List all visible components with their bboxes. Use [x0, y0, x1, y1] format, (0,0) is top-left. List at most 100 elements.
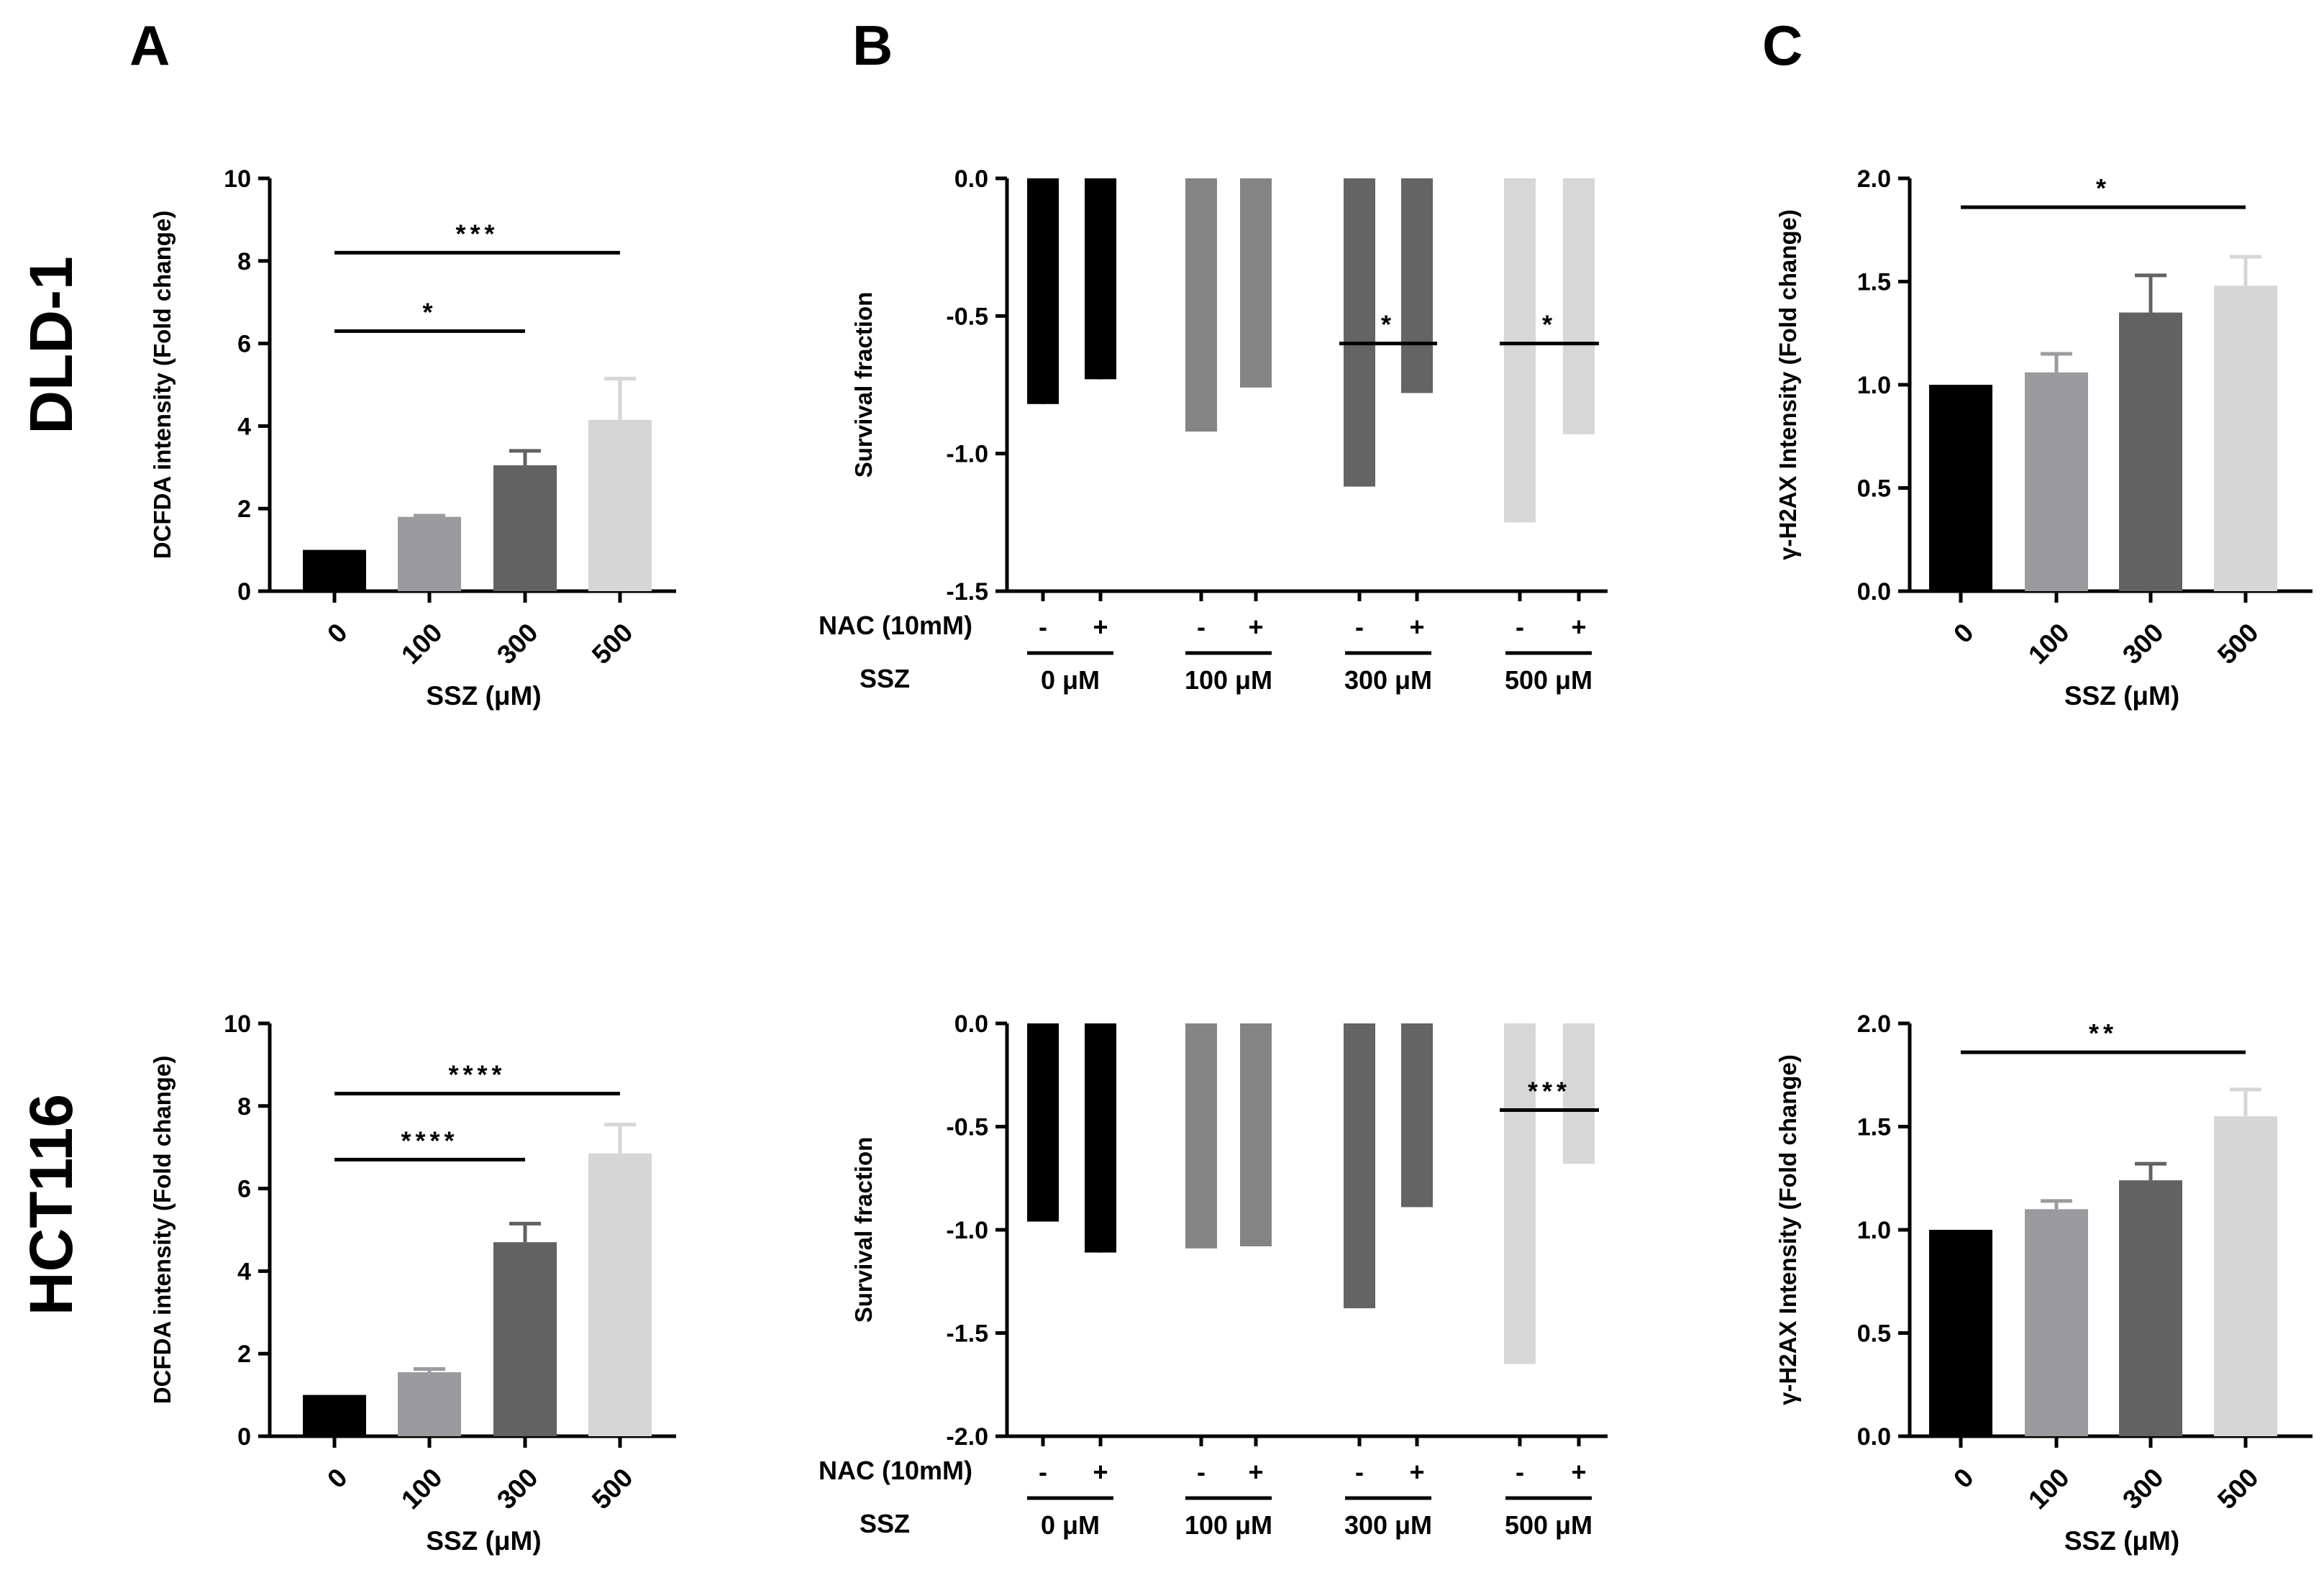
bar: [493, 465, 557, 591]
x-tick-label: 300: [2117, 1463, 2169, 1515]
y-tick-label: -1.0: [946, 1217, 988, 1244]
y-tick-label: 10: [224, 165, 251, 193]
x-axis-label: SSZ (μM): [426, 1526, 541, 1556]
significance-label: *: [422, 297, 437, 327]
bar: [398, 516, 461, 591]
bar: [303, 549, 366, 591]
bar: [588, 1153, 652, 1436]
bar: [1185, 1023, 1217, 1249]
y-axis-label: DCFDA intensity (Fold change): [149, 1056, 176, 1405]
x-tick-label: 300: [491, 618, 544, 670]
y-tick-label: 0.5: [1857, 1320, 1891, 1348]
x-tick-label: 300: [2117, 618, 2169, 670]
bar: [398, 1372, 461, 1436]
significance-label: ***: [455, 219, 498, 248]
bar: [2119, 312, 2182, 591]
nac-sign: -: [1197, 612, 1206, 642]
bar: [1401, 178, 1433, 393]
y-tick-label: -1.5: [946, 1320, 988, 1348]
ssz-group-label: 100 μM: [1185, 1510, 1272, 1540]
nac-sign: -: [1355, 1457, 1364, 1487]
y-tick-label: 4: [237, 1258, 251, 1285]
nac-sign: -: [1516, 1457, 1524, 1487]
nac-sign: -: [1516, 612, 1524, 642]
bar: [2025, 1209, 2088, 1436]
x-axis-label: SSZ (μM): [426, 681, 541, 711]
bar: [1185, 178, 1217, 432]
panel-label-b: B: [852, 14, 893, 77]
nac-row-label: NAC (10mM): [819, 1456, 972, 1485]
x-tick-label: 500: [2212, 618, 2264, 670]
y-tick-label: 8: [237, 248, 251, 275]
x-tick-label: 100: [2023, 618, 2075, 670]
bar: [1085, 178, 1116, 380]
y-tick-label: -1.5: [946, 578, 988, 606]
x-tick-label: 0: [322, 618, 353, 649]
significance-label: ****: [448, 1060, 506, 1090]
chart-hct116-h2ax: 0.0 0.5 1.0 1.5 2.0 γ-H2AX Intensity (Fold ch…: [1774, 1010, 2312, 1556]
x-tick-label: 0: [322, 1463, 353, 1494]
y-tick-label: 1.5: [1857, 269, 1891, 296]
x-tick-label: 100: [396, 1463, 448, 1515]
nac-sign: +: [1571, 1457, 1586, 1487]
chart-hct116-survival: 0.0 -0.5 -1.0 -1.5 -2.0 Survival fraction - + - +…: [819, 1010, 1608, 1540]
nac-sign: +: [1093, 612, 1108, 642]
bar: [493, 1242, 557, 1436]
y-tick-label: 10: [224, 1010, 251, 1038]
row-label-dld1: DLD-1: [17, 256, 85, 434]
significance-label: *: [1381, 310, 1395, 339]
bar: [1504, 178, 1536, 523]
bar: [1240, 1023, 1272, 1246]
nac-sign: +: [1409, 1457, 1424, 1487]
y-tick-label: 4: [237, 413, 251, 440]
x-tick-label: 100: [2023, 1463, 2075, 1515]
nac-sign: +: [1409, 612, 1424, 642]
bar: [2214, 1116, 2277, 1436]
bar: [1563, 178, 1595, 434]
y-tick-label: 0: [237, 1423, 251, 1451]
x-tick-label: 100: [396, 618, 448, 670]
nac-sign: -: [1197, 1457, 1206, 1487]
row-label-hct116: HCT116: [17, 1094, 85, 1315]
y-tick-label: 0.0: [954, 165, 988, 193]
ssz-group-label: 300 μM: [1344, 665, 1432, 695]
y-axis-label: Survival fraction: [850, 1137, 877, 1323]
x-tick-label: 300: [491, 1463, 544, 1515]
y-tick-label: 0.5: [1857, 475, 1891, 503]
chart-dld1-h2ax: 0.0 0.5 1.0 1.5 2.0 γ-H2AX Intensity (Fold ch…: [1774, 165, 2312, 711]
x-tick-label: 500: [2212, 1463, 2264, 1515]
bar: [303, 1395, 366, 1436]
x-axis-label: SSZ (μM): [2064, 681, 2179, 711]
y-tick-label: 0: [237, 578, 251, 606]
y-tick-label: -0.5: [946, 1114, 988, 1141]
panel-label-a: A: [129, 14, 170, 77]
y-axis-label: Survival fraction: [850, 292, 877, 478]
chart-dld1-survival: 0.0 -0.5 -1.0 -1.5 Survival fraction - + - + - + - +…: [819, 165, 1608, 695]
y-axis-label: γ-H2AX Intensity (Fold change): [1774, 209, 1801, 560]
significance-label: *: [1542, 310, 1557, 339]
bar: [1401, 1023, 1433, 1208]
bar: [1504, 1023, 1536, 1364]
ssz-group-label: 100 μM: [1185, 665, 1272, 695]
bar: [2119, 1180, 2182, 1436]
chart-dld1-dcfda: 0 2 4 6 8 10 DCFDA intensity (Fold change) 0 100…: [149, 165, 676, 711]
x-tick-label: 500: [586, 1463, 639, 1515]
nac-sign: +: [1093, 1457, 1108, 1487]
nac-sign: -: [1355, 612, 1364, 642]
y-tick-label: 0.0: [1857, 1423, 1891, 1451]
nac-sign: +: [1571, 612, 1586, 642]
bar: [588, 419, 652, 591]
y-tick-label: 1.5: [1857, 1114, 1891, 1141]
nac-sign: -: [1039, 1457, 1047, 1487]
y-tick-label: 2.0: [1857, 165, 1891, 193]
y-axis-label: DCFDA intensity (Fold change): [149, 211, 176, 560]
bar: [2214, 286, 2277, 591]
y-tick-label: 8: [237, 1093, 251, 1121]
nac-row-label: NAC (10mM): [819, 611, 972, 640]
ssz-group-label: 300 μM: [1344, 1510, 1432, 1540]
bar: [1344, 178, 1375, 487]
ssz-group-label: 0 μM: [1041, 1510, 1100, 1540]
significance-label: ***: [1528, 1077, 1571, 1106]
y-tick-label: -2.0: [946, 1423, 988, 1451]
nac-sign: -: [1039, 612, 1047, 642]
